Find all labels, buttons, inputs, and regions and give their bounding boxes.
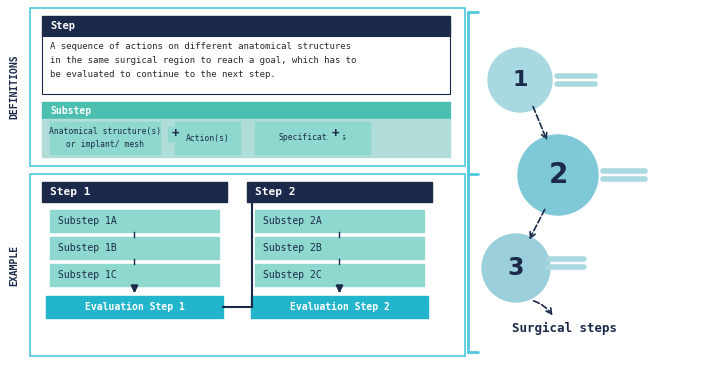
FancyBboxPatch shape <box>46 296 223 318</box>
Text: EXAMPLE: EXAMPLE <box>9 245 19 285</box>
Text: Substep 1C: Substep 1C <box>58 270 117 280</box>
FancyBboxPatch shape <box>42 119 450 157</box>
Text: Specifications: Specifications <box>279 134 347 142</box>
FancyBboxPatch shape <box>30 8 465 166</box>
FancyBboxPatch shape <box>247 182 432 202</box>
FancyBboxPatch shape <box>168 127 182 141</box>
Text: +: + <box>331 127 339 141</box>
Text: +: + <box>171 127 179 141</box>
FancyBboxPatch shape <box>50 210 219 232</box>
Text: Surgical steps: Surgical steps <box>512 322 618 335</box>
FancyBboxPatch shape <box>42 36 450 94</box>
Text: Step 1: Step 1 <box>50 187 91 197</box>
Circle shape <box>482 234 550 302</box>
Text: Substep 2B: Substep 2B <box>263 243 322 253</box>
Text: 1: 1 <box>512 70 528 90</box>
FancyBboxPatch shape <box>175 122 240 154</box>
Text: DEFINITIONS: DEFINITIONS <box>9 55 19 119</box>
Text: Anatomical structure(s)
or implant/ mesh: Anatomical structure(s) or implant/ mesh <box>49 127 161 149</box>
FancyBboxPatch shape <box>42 16 450 36</box>
FancyBboxPatch shape <box>255 122 370 154</box>
FancyBboxPatch shape <box>251 296 428 318</box>
FancyBboxPatch shape <box>50 122 160 154</box>
FancyBboxPatch shape <box>50 237 219 259</box>
Text: 3: 3 <box>508 256 524 280</box>
FancyBboxPatch shape <box>42 182 227 202</box>
Circle shape <box>488 48 552 112</box>
Text: Substep 2A: Substep 2A <box>263 216 322 226</box>
Text: Substep 1A: Substep 1A <box>58 216 117 226</box>
Text: Substep: Substep <box>50 105 91 115</box>
Text: Step: Step <box>50 21 75 31</box>
FancyBboxPatch shape <box>255 210 424 232</box>
FancyBboxPatch shape <box>328 127 342 141</box>
Text: A sequence of actions on different anatomical structures
in the same surgical re: A sequence of actions on different anato… <box>50 42 357 79</box>
Text: 2: 2 <box>548 161 568 189</box>
Text: Substep 1B: Substep 1B <box>58 243 117 253</box>
FancyBboxPatch shape <box>30 174 465 356</box>
Text: Step 2: Step 2 <box>255 187 296 197</box>
Text: Evaluation Step 1: Evaluation Step 1 <box>84 302 185 312</box>
Circle shape <box>518 135 598 215</box>
FancyBboxPatch shape <box>255 237 424 259</box>
Text: Evaluation Step 2: Evaluation Step 2 <box>289 302 390 312</box>
Text: Substep 2C: Substep 2C <box>263 270 322 280</box>
Text: Action(s): Action(s) <box>185 134 230 142</box>
FancyBboxPatch shape <box>42 102 450 119</box>
FancyBboxPatch shape <box>50 264 219 286</box>
FancyBboxPatch shape <box>255 264 424 286</box>
